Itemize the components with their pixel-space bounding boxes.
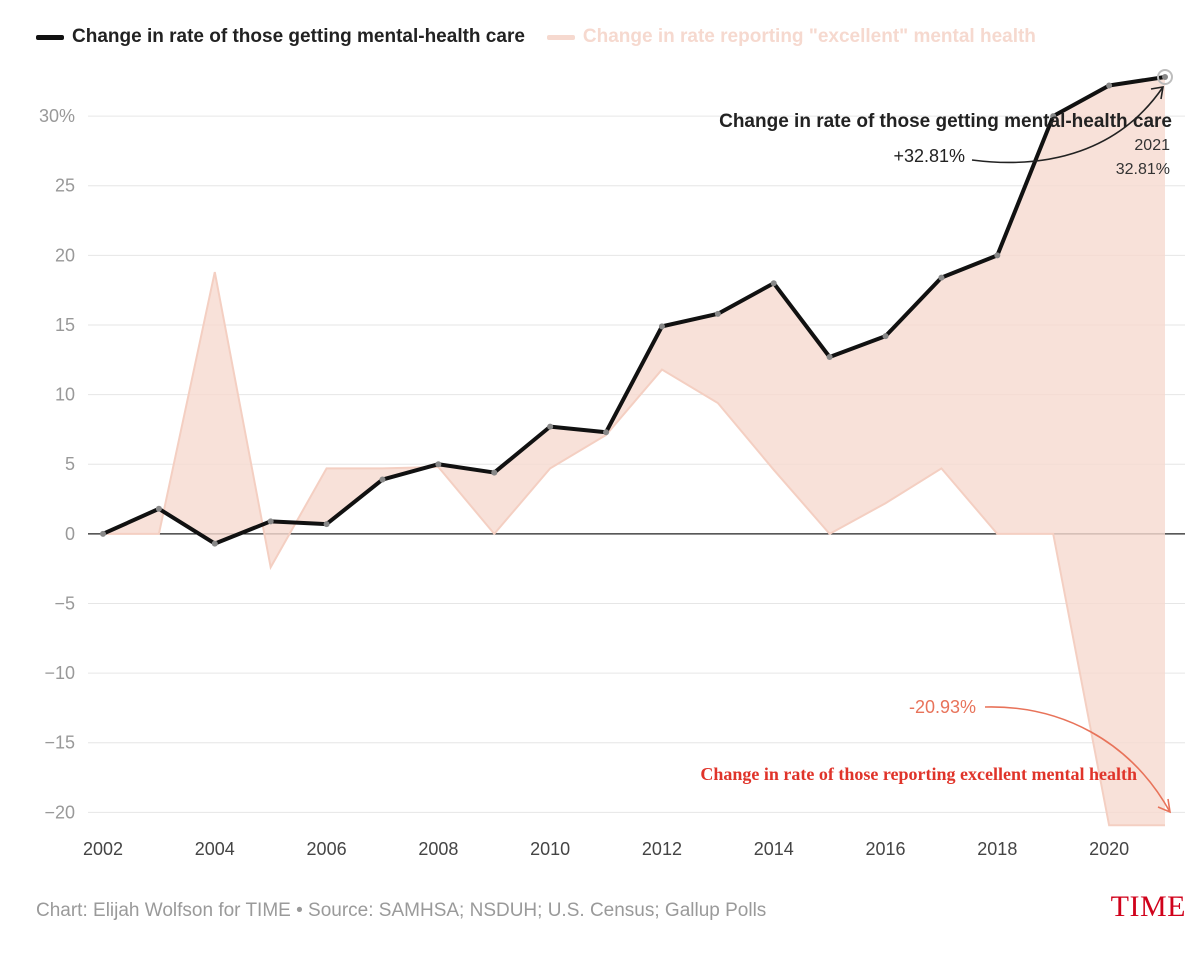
y-tick-label: −5: [54, 593, 75, 613]
x-tick-label: 2020: [1089, 839, 1129, 859]
data-point-care: [1162, 74, 1168, 80]
care-annotation-year: 2021: [1134, 137, 1170, 154]
data-point-care: [1050, 113, 1057, 120]
difference-fill: [103, 77, 1165, 826]
care-callout-arrow: [971, 86, 1164, 164]
y-tick-label: 20: [55, 245, 75, 265]
data-point-care: [994, 252, 1001, 259]
y-tick-label: 10: [55, 385, 75, 405]
x-tick-label: 2006: [307, 839, 347, 859]
x-tick-label: 2016: [866, 839, 906, 859]
care-annotation-value: 32.81%: [1116, 161, 1170, 178]
x-tick-label: 2004: [195, 839, 235, 859]
legend-label-excellent: Change in rate reporting "excellent" men…: [582, 26, 1036, 47]
series-points: [100, 74, 1168, 547]
legend-label-care: Change in rate of those getting mental-h…: [72, 26, 525, 47]
y-axis-ticks: 30% 25 20 15 10 5 0 −5 −10 −15 −20: [39, 106, 75, 822]
legend-swatch-excellent: [546, 34, 575, 40]
legend-swatch-care: [36, 34, 64, 40]
care-callout-arrowhead: [1150, 86, 1164, 100]
data-point-care: [211, 540, 218, 547]
legend: Change in rate of those getting mental-h…: [36, 26, 1058, 48]
care-callout-label: +32.81%: [893, 146, 965, 166]
y-tick-label: −10: [44, 663, 75, 683]
data-point-care: [938, 274, 945, 281]
y-tick-label: 25: [55, 176, 75, 196]
data-point-care: [826, 354, 833, 361]
data-point-care: [491, 469, 498, 476]
y-tick-label: 15: [55, 315, 75, 335]
time-logo: TIME: [1110, 890, 1186, 923]
y-tick-label: 5: [65, 454, 75, 474]
chart-credit: Chart: Elijah Wolfson for TIME • Source:…: [36, 900, 767, 921]
data-point-care: [155, 505, 162, 512]
x-tick-label: 2008: [418, 839, 458, 859]
x-tick-label: 2010: [530, 839, 570, 859]
data-point-care: [603, 429, 610, 436]
annotations: Change in rate of those getting mental-h…: [700, 69, 1173, 814]
legend-item-care[interactable]: Change in rate of those getting mental-h…: [36, 26, 525, 48]
y-tick-label: −15: [44, 733, 75, 753]
data-point-care: [267, 518, 274, 525]
y-tick-label: −20: [44, 802, 75, 822]
data-point-care: [547, 423, 554, 430]
excellent-annotation-title: Change in rate of those reporting excell…: [700, 764, 1137, 784]
excellent-callout-arrowhead: [1157, 798, 1172, 814]
legend-item-excellent[interactable]: Change in rate reporting "excellent" men…: [546, 26, 1036, 48]
data-point-care: [770, 280, 777, 287]
x-tick-label: 2014: [754, 839, 794, 859]
data-point-care: [1106, 82, 1113, 89]
x-axis-ticks: 2002 2004 2006 2008 2010 2012 2014 2016 2018 2020: [83, 839, 1129, 859]
difference-area: [103, 77, 1165, 826]
x-tick-label: 2002: [83, 839, 123, 859]
y-tick-label: 30%: [39, 106, 75, 126]
data-point-care: [379, 476, 386, 483]
series-line-excellent: [103, 271, 1165, 827]
excellent-callout-label: -20.93%: [909, 697, 976, 717]
care-annotation-title: Change in rate of those getting mental-h…: [719, 111, 1172, 132]
x-tick-label: 2018: [977, 839, 1017, 859]
series-lines: [102, 75, 1166, 827]
series-line-care: [102, 75, 1166, 546]
excellent-callout-arrow: [984, 706, 1171, 813]
data-point-care: [658, 323, 665, 330]
data-point-care: [100, 530, 106, 537]
data-point-care: [882, 333, 889, 340]
care-endpoint-marker: [1157, 69, 1173, 85]
data-point-care: [714, 310, 721, 317]
data-point-care: [323, 521, 330, 528]
data-point-care: [435, 461, 442, 468]
x-tick-label: 2012: [642, 839, 682, 859]
y-tick-label: 0: [65, 524, 75, 544]
